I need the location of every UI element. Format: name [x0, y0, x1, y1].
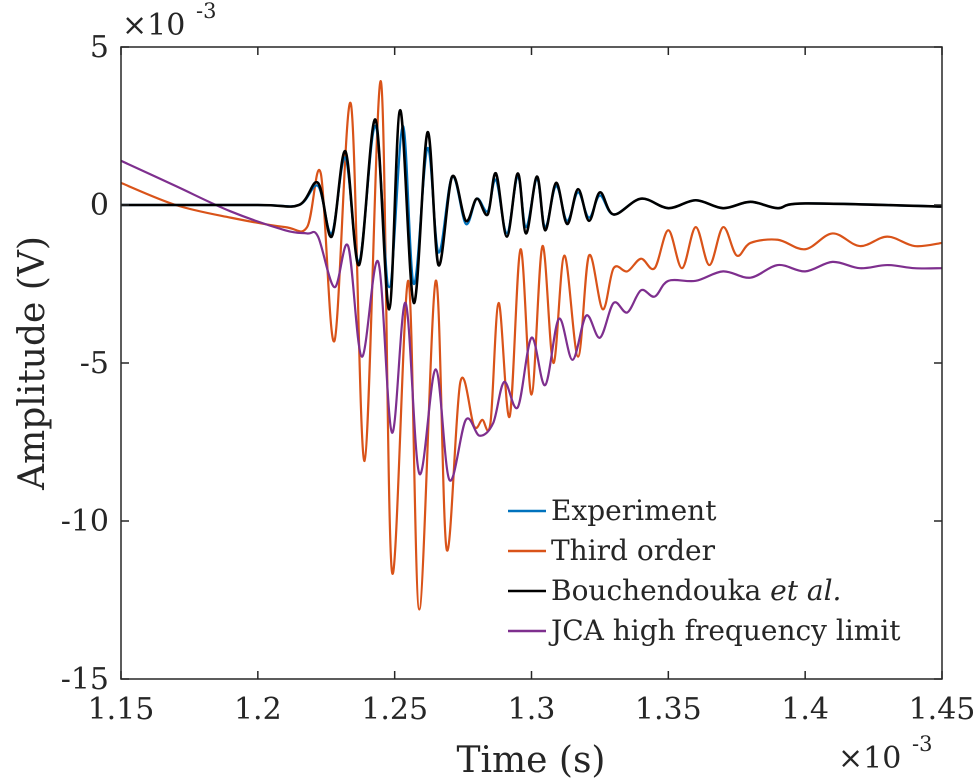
x-exponent: ×10 -3: [838, 732, 932, 776]
series-line-4: [120, 159, 943, 482]
y-tick-label: -15: [61, 662, 109, 697]
y-exponent-power: -3: [196, 0, 216, 23]
plot-lines: [120, 80, 943, 611]
series-line-3: [121, 108, 943, 311]
x-tick-label: 1.4: [781, 692, 829, 727]
legend-label-3: Bouchendouka et al.: [551, 574, 841, 607]
x-tick-label: 1.3: [508, 692, 556, 727]
x-tick-label: 1.25: [361, 692, 428, 727]
legend-label-1: Experiment: [551, 494, 717, 527]
x-tick-label: 1.2: [234, 692, 282, 727]
legend-label-4: JCA high frequency limit: [548, 614, 901, 647]
x-exponent-power: -3: [912, 732, 932, 756]
y-exponent-base: ×10: [122, 8, 185, 43]
x-axis-label: Time (s): [457, 740, 606, 781]
legend-label-2: Third order: [551, 534, 716, 567]
y-tick-label: 5: [90, 30, 109, 65]
x-tick-label: 1.15: [88, 692, 155, 727]
y-tick-label: -5: [80, 346, 109, 381]
y-axis-label: Amplitude (V): [12, 236, 53, 491]
axis-ticks: 1.15 1.2 1.25 1.3 1.35 1.4 1.45 5 0 -5 -10 -15: [61, 30, 976, 727]
y-exponent: ×10 -3: [122, 0, 216, 43]
x-exponent-base: ×10: [838, 741, 901, 776]
y-tick-label: 0: [90, 188, 109, 223]
x-tick-label: 1.45: [909, 692, 976, 727]
plot-background: [121, 47, 942, 679]
series-line-2: [120, 80, 943, 611]
y-tick-label: -10: [61, 504, 109, 539]
legend: Experiment Third order Bouchendouka et al.…: [508, 494, 901, 647]
x-tick-label: 1.35: [635, 692, 702, 727]
